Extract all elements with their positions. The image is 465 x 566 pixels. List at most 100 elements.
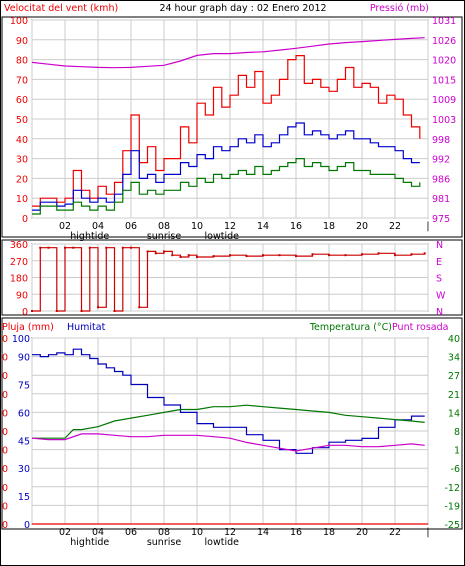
- wind-direction-point: [394, 254, 396, 257]
- wind-direction-point: [55, 310, 58, 312]
- pressure-y-tick-label: 1026: [432, 36, 456, 47]
- wind-direction-point: [64, 246, 66, 249]
- wind-speed-axis-title: Velocitat del vent (kmh): [4, 3, 118, 14]
- x-tick-label: 16: [290, 527, 302, 538]
- x-marker-label: lowtide: [205, 231, 240, 242]
- x-tick-label: 18: [323, 527, 335, 538]
- humidity-y-tick-label: 60: [18, 408, 30, 419]
- x-tick-label: 16: [290, 221, 302, 232]
- wind-direction-point: [262, 254, 264, 257]
- x-tick-label: 22: [389, 527, 401, 538]
- wind-direction-point: [31, 310, 33, 312]
- wind-direction-point: [80, 310, 83, 312]
- x-tick-label: 14: [257, 221, 269, 232]
- wind-direction-point: [105, 246, 108, 249]
- rain-y-tick-label: 0: [2, 464, 8, 475]
- wind-direction-point: [113, 310, 116, 312]
- pressure-y-tick-label: 975: [432, 214, 450, 225]
- humidity-y-tick-label: 75: [18, 381, 30, 392]
- wind-y-tick-label: 100: [10, 16, 28, 27]
- x-tick-label: 18: [323, 221, 335, 232]
- wind-y-tick-label: 80: [16, 56, 28, 67]
- wind-direction-point: [97, 306, 99, 309]
- rain-y-tick-label: 0: [2, 408, 8, 419]
- wind-y-tick-label: 20: [16, 174, 28, 185]
- temperature-y-tick-label: 40: [448, 334, 460, 345]
- wind-direction-point: [130, 246, 132, 249]
- temperature-y-tick-label: 8: [454, 427, 460, 438]
- temperature-panel-frame: [1, 317, 463, 530]
- temperature-y-tick-label: 34: [448, 353, 460, 364]
- pressure-y-tick-label: 1031: [432, 16, 456, 27]
- temperature-y-tick-label: 1: [454, 446, 460, 457]
- pressure-axis-title: Pressió (mb): [370, 3, 429, 14]
- wind-direction-point: [138, 306, 141, 309]
- wind-series-line: [32, 158, 421, 215]
- wind-direction-point: [163, 250, 165, 253]
- wind-direction-point: [344, 254, 347, 257]
- humidity-y-tick-label: 90: [18, 353, 30, 364]
- wind-direction-point: [88, 246, 91, 249]
- wind-direction-point: [423, 252, 426, 255]
- pressure-y-tick-label: 1003: [432, 115, 456, 126]
- direction-y-tick-label: 180: [10, 274, 28, 285]
- temperature-y-tick-label: 14: [448, 408, 460, 419]
- humidity-y-tick-label: 0: [24, 520, 30, 531]
- wind-direction-point: [179, 256, 182, 259]
- wind-direction-point: [47, 246, 50, 249]
- rain-y-tick-label: 0: [2, 427, 8, 438]
- wind-y-tick-label: 50: [16, 115, 28, 126]
- temperature-y-tick-label: 21: [448, 390, 460, 401]
- x-tick-label: 14: [257, 527, 269, 538]
- pressure-y-tick-label: 981: [432, 194, 450, 205]
- x-tick-label: 04: [92, 221, 104, 232]
- wind-direction-point: [171, 254, 174, 257]
- wind-direction-point: [154, 252, 157, 255]
- rain-y-tick-label: 0: [2, 483, 8, 494]
- rain-y-tick-label: 0: [2, 353, 8, 364]
- temperature-axis-title: Temperatura (°C): [309, 322, 392, 333]
- wind-direction-point: [72, 246, 75, 249]
- x-tick-label: 06: [125, 221, 137, 232]
- wind-series-line: [32, 122, 420, 211]
- x-tick-label: 10: [191, 527, 203, 538]
- x-tick-label: 20: [356, 527, 368, 538]
- direction-y-tick-label: 270: [10, 257, 28, 268]
- pressure-y-tick-label: 992: [432, 155, 450, 166]
- wind-y-tick-label: 30: [16, 155, 28, 166]
- humidity-y-tick-label: 45: [18, 436, 30, 447]
- wind-direction-point: [245, 255, 248, 258]
- x-tick-label: 02: [59, 527, 71, 538]
- wind-y-tick-label: 10: [16, 194, 28, 205]
- x-tick-label: 04: [92, 527, 104, 538]
- humidity-y-tick-label: 30: [18, 464, 30, 475]
- wind-direction-point: [278, 254, 281, 257]
- humidity-y-tick-label: 100: [12, 334, 30, 345]
- wind-direction-point: [196, 256, 198, 259]
- x-tick-label: 10: [191, 221, 203, 232]
- rain-y-tick-label: 0: [2, 334, 8, 345]
- wind-direction-point: [212, 255, 215, 258]
- wind-direction-point: [187, 254, 190, 257]
- direction-compass-label: E: [436, 257, 442, 268]
- wind-direction-point: [377, 252, 380, 255]
- x-tick-label: |: [426, 221, 429, 232]
- direction-y-tick-label: 90: [16, 290, 28, 301]
- x-marker-label: hightide: [70, 231, 109, 242]
- wind-direction-point: [311, 253, 314, 256]
- direction-y-tick-label: 360: [10, 240, 28, 251]
- wind-y-tick-label: 70: [16, 75, 28, 86]
- x-tick-label: 06: [125, 527, 137, 538]
- pressure-y-tick-label: 1020: [432, 56, 456, 67]
- humidity-y-tick-label: 15: [18, 492, 30, 503]
- wind-y-tick-label: 90: [16, 36, 28, 47]
- x-tick-label: 12: [224, 221, 236, 232]
- wind-series-line: [32, 55, 421, 207]
- wind-direction-point: [328, 254, 330, 257]
- wind-direction-point: [361, 253, 363, 256]
- temperature-y-tick-label: -25: [444, 520, 460, 531]
- rain-axis-title: Pluja (mm): [2, 322, 54, 333]
- wind-direction-line: [32, 247, 426, 312]
